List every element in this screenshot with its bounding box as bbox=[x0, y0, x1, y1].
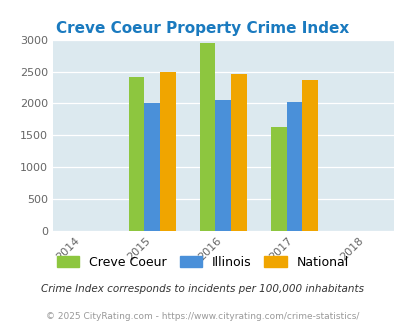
Bar bbox=[270, 127, 286, 231]
Bar bbox=[199, 44, 215, 231]
Text: Creve Coeur Property Crime Index: Creve Coeur Property Crime Index bbox=[56, 21, 349, 36]
Text: Crime Index corresponds to incidents per 100,000 inhabitants: Crime Index corresponds to incidents per… bbox=[41, 284, 364, 294]
Bar bbox=[128, 77, 144, 231]
Bar bbox=[230, 74, 246, 231]
Bar bbox=[301, 81, 317, 231]
Bar bbox=[144, 103, 160, 231]
Legend: Creve Coeur, Illinois, National: Creve Coeur, Illinois, National bbox=[53, 252, 352, 273]
Bar bbox=[160, 72, 175, 231]
Bar bbox=[215, 100, 230, 231]
Bar bbox=[286, 102, 301, 231]
Text: © 2025 CityRating.com - https://www.cityrating.com/crime-statistics/: © 2025 CityRating.com - https://www.city… bbox=[46, 313, 359, 321]
